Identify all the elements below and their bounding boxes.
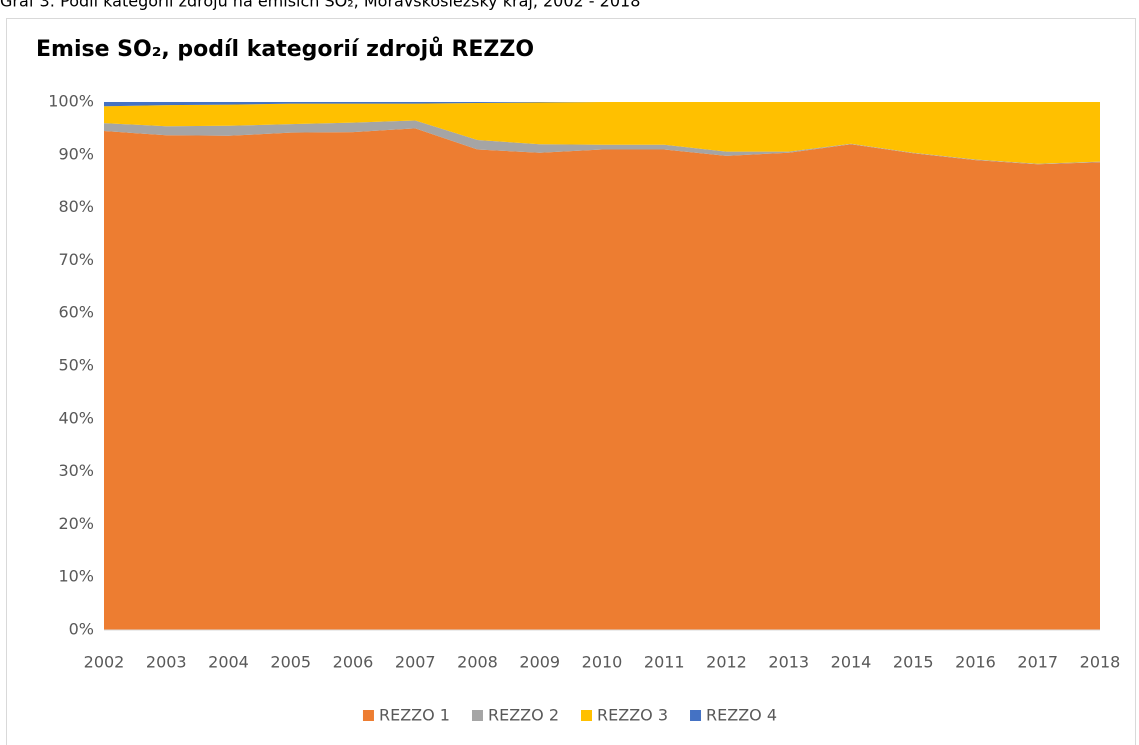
y-tick-label: 100%: [48, 92, 94, 111]
legend-label: REZZO 3: [597, 706, 668, 725]
x-tick-label: 2011: [644, 653, 685, 672]
area: [104, 102, 1100, 107]
y-tick-label: 60%: [58, 303, 94, 322]
y-tick-label: 30%: [58, 461, 94, 480]
x-tick-label: 2012: [706, 653, 747, 672]
x-tick-label: 2005: [270, 653, 311, 672]
chart-title: Emise SO₂, podíl kategorií zdrojů REZZO: [36, 37, 534, 62]
x-tick-label: 2008: [457, 653, 498, 672]
area: [104, 128, 1100, 630]
legend-swatch: [581, 710, 592, 721]
area: [104, 102, 1100, 164]
x-tick-label: 2006: [333, 653, 374, 672]
y-tick-label: 10%: [58, 567, 94, 586]
legend-label: REZZO 2: [488, 706, 559, 725]
legend-label: REZZO 1: [379, 706, 450, 725]
x-tick-label: 2010: [582, 653, 623, 672]
y-tick-label: 50%: [58, 356, 94, 375]
x-tick-label: 2014: [831, 653, 872, 672]
x-tick-label: 2016: [955, 653, 996, 672]
y-tick-label: 0%: [69, 620, 94, 639]
legend-swatch: [471, 710, 483, 721]
x-tick-label: 2017: [1017, 653, 1058, 672]
y-tick-label: 70%: [58, 250, 94, 269]
x-tick-label: 2018: [1080, 653, 1121, 672]
caption: Graf 3: Podíl kategorií zdrojů na emisíc…: [0, 0, 640, 11]
y-tick-label: 40%: [58, 408, 94, 427]
legend-label: REZZO 4: [706, 706, 777, 725]
y-tick-label: 90%: [58, 144, 94, 163]
x-tick-label: 2004: [208, 653, 249, 672]
x-tick-label: 2007: [395, 653, 436, 672]
x-tick-label: 2015: [893, 653, 934, 672]
x-tick-label: 2003: [146, 653, 187, 672]
x-tick-label: 2013: [768, 653, 809, 672]
y-tick-label: 20%: [58, 514, 94, 533]
y-tick-label: 80%: [58, 197, 94, 216]
legend-swatch: [690, 710, 702, 721]
x-tick-label: 2002: [84, 653, 125, 672]
x-tick-label: 2009: [519, 653, 560, 672]
legend-swatch: [362, 710, 374, 721]
area: [104, 120, 1100, 165]
